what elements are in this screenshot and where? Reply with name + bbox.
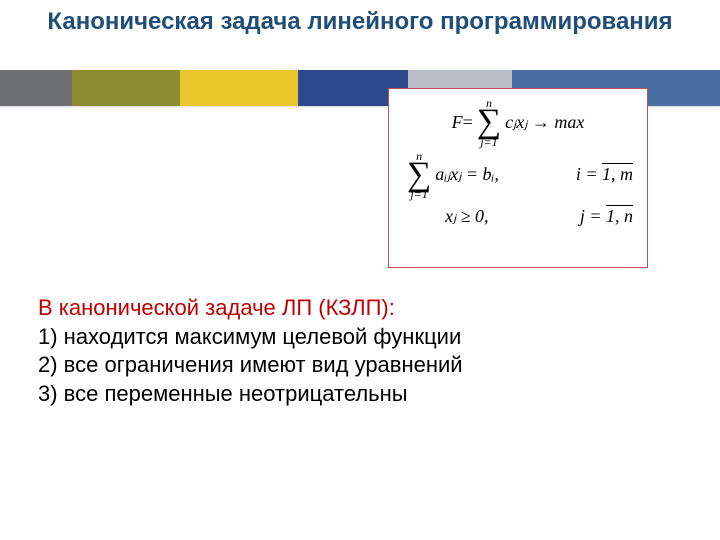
sigma-2: n ∑ j=1 <box>407 150 431 201</box>
banner-segment <box>180 70 298 106</box>
formula-line2-term: aᵢⱼxⱼ = bᵢ, <box>435 164 499 185</box>
slide: Каноническая задача линейного программир… <box>0 0 720 540</box>
formula-line-2: n ∑ j=1 aᵢⱼxⱼ = bᵢ, i = 1, m <box>403 150 633 201</box>
formula-line-1: F = n ∑ j=1 cⱼxⱼ → max <box>403 97 633 148</box>
body-item-2: 2) все ограничения имеют вид уравнений <box>38 351 678 380</box>
body-lead: В канонической задаче ЛП (КЗЛП): <box>38 294 678 323</box>
body-item-3: 3) все переменные неотрицательны <box>38 380 678 409</box>
formula-line1-term: cⱼxⱼ → max <box>505 112 584 133</box>
formula-line-3: xⱼ ≥ 0, j = 1, n <box>403 206 633 227</box>
formula-line2-cond: i = 1, m <box>576 164 633 185</box>
formula-box: F = n ∑ j=1 cⱼxⱼ → max n ∑ j=1 aᵢⱼxⱼ = b… <box>388 88 648 268</box>
slide-title: Каноническая задача линейного программир… <box>0 0 720 36</box>
formula-F: F <box>452 112 463 133</box>
formula-line3-cond: j = 1, n <box>580 206 633 227</box>
banner-segment <box>72 70 180 106</box>
body-text: В канонической задаче ЛП (КЗЛП): 1) нахо… <box>38 294 678 408</box>
formula-eq: = <box>463 112 473 133</box>
sigma-1: n ∑ j=1 <box>477 97 501 148</box>
formula-line3-left: xⱼ ≥ 0, <box>445 206 489 227</box>
body-item-1: 1) находится максимум целевой функции <box>38 323 678 352</box>
banner-segment <box>0 70 72 106</box>
